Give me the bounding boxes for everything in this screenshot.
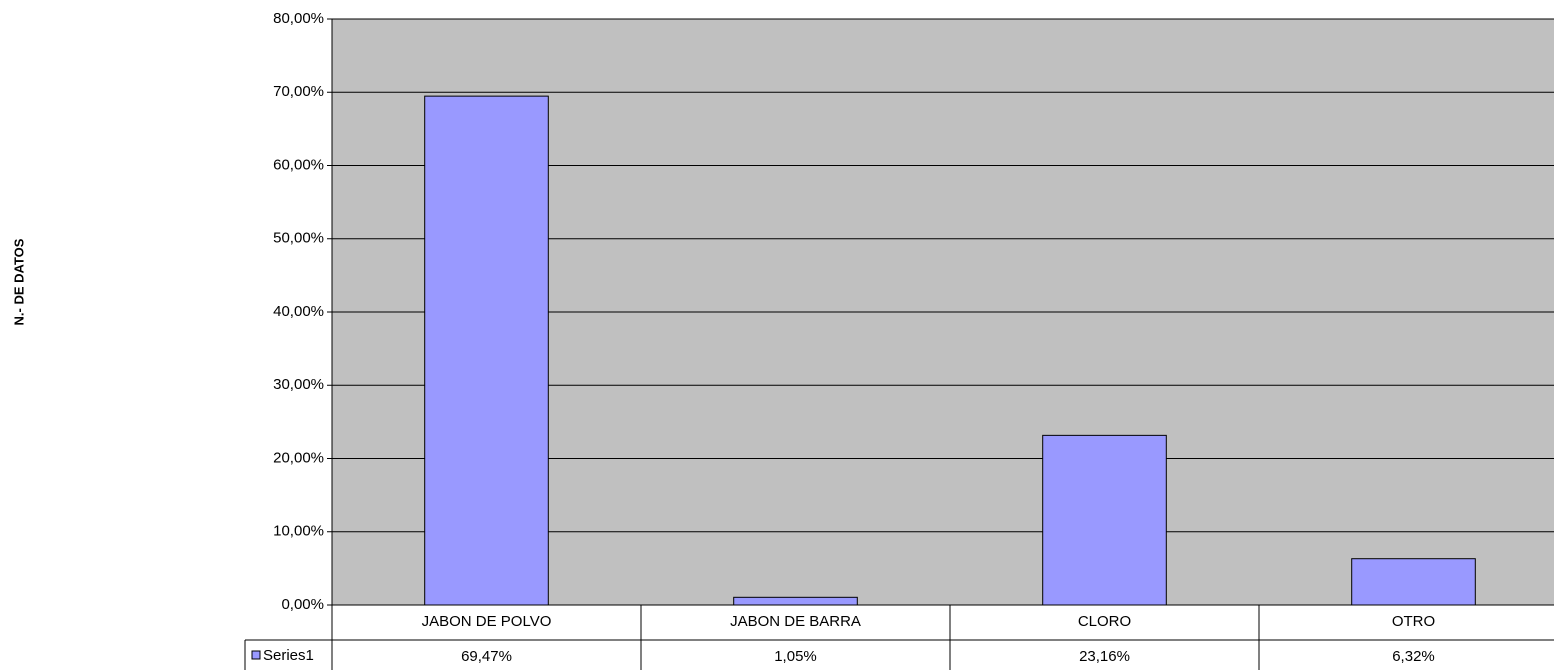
- bar: [424, 95, 549, 606]
- legend-label: Series1: [263, 647, 314, 664]
- data-label: 1,05%: [774, 648, 817, 665]
- y-tick-label: 0,00%: [281, 596, 324, 613]
- data-label: 6,32%: [1392, 648, 1435, 665]
- y-tick-label: 40,00%: [273, 303, 324, 320]
- bar: [1042, 434, 1167, 606]
- x-tick-label: JABON DE BARRA: [730, 613, 861, 630]
- x-tick-label: JABON DE POLVO: [422, 613, 552, 630]
- y-tick-label: 20,00%: [273, 449, 324, 466]
- x-tick-label: OTRO: [1392, 613, 1435, 630]
- y-tick-label: 70,00%: [273, 83, 324, 100]
- bar: [733, 596, 858, 606]
- data-label: 69,47%: [461, 648, 512, 665]
- x-tick-label: CLORO: [1078, 613, 1131, 630]
- y-tick-label: 60,00%: [273, 156, 324, 173]
- y-tick-label: 80,00%: [273, 10, 324, 27]
- y-axis-title: N.- DE DATOS: [11, 238, 26, 325]
- y-tick-label: 10,00%: [273, 523, 324, 540]
- bar: [1351, 558, 1476, 606]
- data-label: 23,16%: [1079, 648, 1130, 665]
- y-tick-label: 50,00%: [273, 230, 324, 247]
- legend-key: [251, 650, 261, 660]
- y-tick-label: 30,00%: [273, 376, 324, 393]
